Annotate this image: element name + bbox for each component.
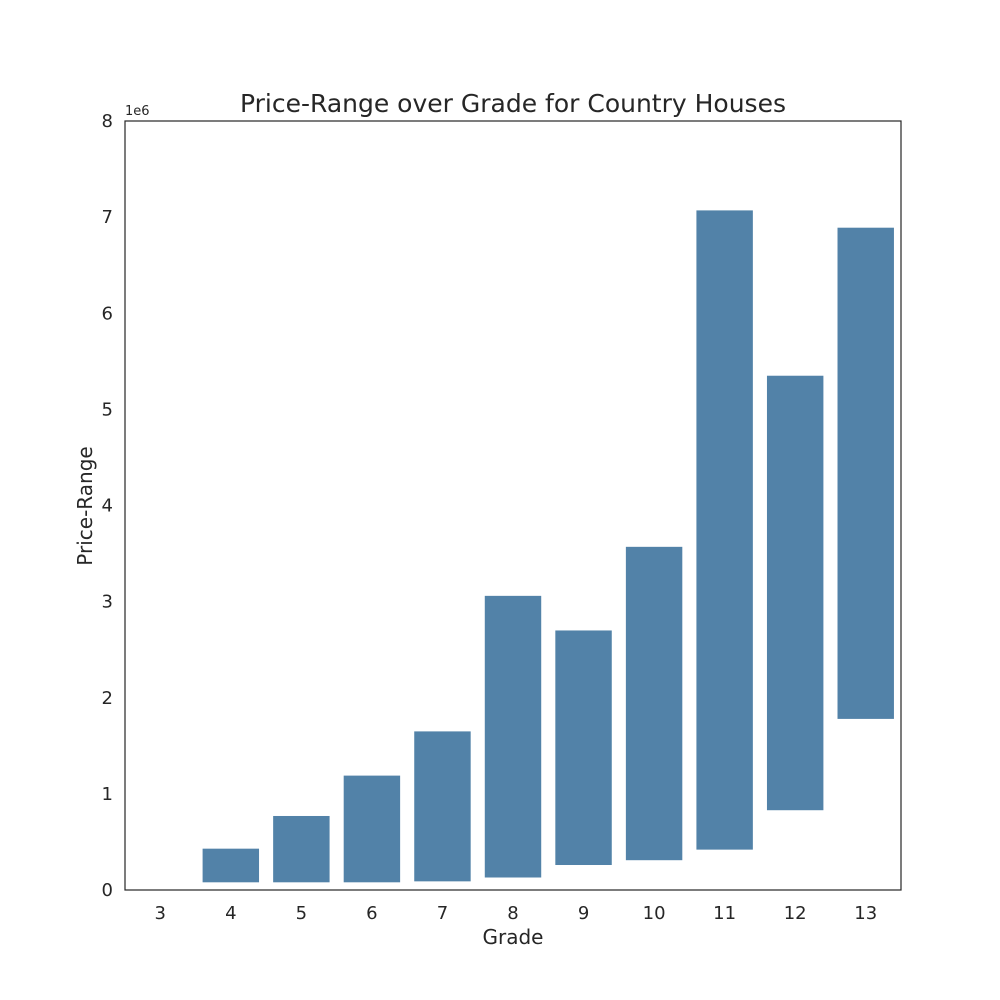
y-axis-label: Price-Range — [73, 446, 97, 565]
bar-grade-12 — [766, 375, 824, 811]
y-offset-label: 1e6 — [125, 104, 150, 119]
y-tick-label: 6 — [102, 303, 113, 324]
bars-group — [202, 210, 894, 883]
y-tick-label: 7 — [102, 207, 113, 228]
y-tick-label: 2 — [102, 688, 113, 709]
x-tick-label: 12 — [784, 903, 807, 924]
x-tick-label: 3 — [155, 903, 166, 924]
bar-grade-7 — [414, 731, 471, 882]
chart-title: Price-Range over Grade for Country House… — [240, 89, 786, 118]
x-tick-label: 11 — [713, 903, 736, 924]
bar-grade-9 — [555, 630, 612, 866]
x-tick-label: 9 — [578, 903, 589, 924]
plot-frame — [124, 120, 902, 891]
y-tick-label: 8 — [102, 111, 113, 132]
x-axis-ticks: 3 4 5 6 7 8 9 10 11 12 13 — [155, 903, 878, 924]
x-tick-label: 8 — [507, 903, 518, 924]
bar-grade-8 — [484, 595, 542, 878]
y-axis-ticks: 0 1 2 3 4 5 6 7 8 — [102, 111, 113, 901]
x-tick-label: 10 — [643, 903, 666, 924]
bar-grade-6 — [343, 775, 401, 883]
bar-grade-11 — [696, 210, 753, 850]
plot-area — [124, 120, 902, 891]
y-tick-label: 4 — [102, 496, 113, 517]
x-axis-label: Grade — [483, 925, 544, 949]
bar-grade-13 — [837, 227, 894, 719]
bar-grade-10 — [625, 546, 683, 861]
bar-grade-4 — [202, 848, 260, 883]
y-tick-label: 1 — [102, 784, 113, 805]
x-tick-label: 4 — [225, 903, 236, 924]
y-tick-label: 3 — [102, 592, 113, 613]
x-tick-label: 6 — [366, 903, 377, 924]
x-tick-label: 13 — [854, 903, 877, 924]
bar-grade-5 — [273, 815, 330, 883]
x-tick-label: 7 — [437, 903, 448, 924]
y-tick-label: 5 — [102, 399, 113, 420]
x-tick-label: 5 — [296, 903, 307, 924]
y-tick-label: 0 — [102, 880, 113, 901]
